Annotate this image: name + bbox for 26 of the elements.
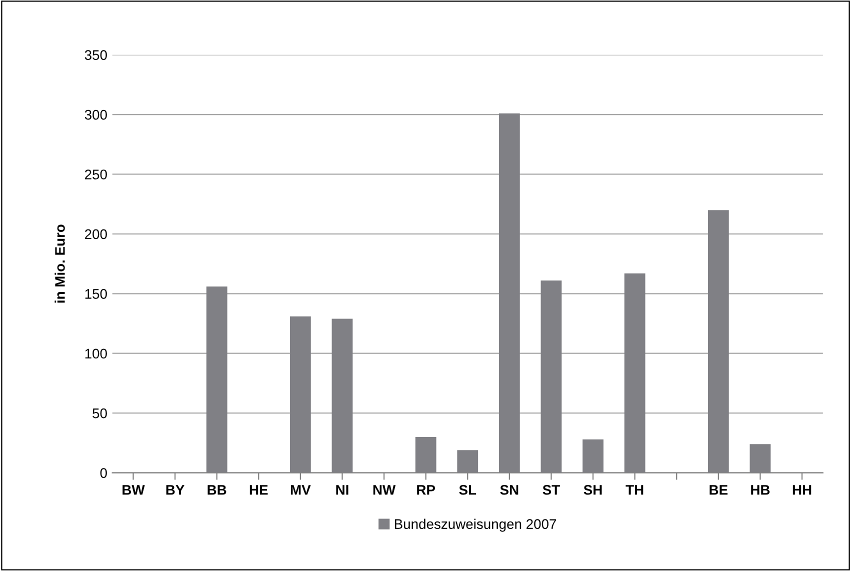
- y-tick-label: 300: [84, 110, 107, 120]
- y-tick-label: 0: [100, 468, 107, 478]
- x-tick-label: RP: [417, 485, 435, 495]
- x-tick-label: SN: [500, 484, 518, 495]
- y-tick-label: 50: [92, 408, 107, 418]
- x-tick-label: ST: [542, 484, 560, 495]
- y-tick-label: 250: [85, 170, 107, 180]
- legend-label: Bundeszuweisungen 2007: [394, 518, 556, 532]
- x-tick-label: HB: [751, 485, 770, 495]
- y-tick-label: 150: [85, 288, 107, 299]
- x-tick-label: BB: [208, 485, 226, 495]
- x-tick-label: HE: [250, 485, 268, 495]
- x-tick-label: NI: [336, 485, 348, 495]
- y-axis-title: in Mio. Euro: [54, 224, 65, 303]
- y-tick-label: 350: [84, 50, 107, 60]
- y-tick-label: 200: [85, 229, 107, 240]
- x-tick-label: BE: [710, 485, 728, 495]
- x-tick-label: HH: [792, 485, 812, 495]
- x-tick-label: SH: [584, 484, 602, 495]
- x-tick-label: NW: [373, 485, 396, 495]
- x-tick-label: SL: [459, 484, 476, 495]
- x-tick-label: BW: [122, 485, 145, 495]
- x-tick-label: TH: [626, 485, 644, 495]
- y-tick-label: 100: [85, 348, 107, 359]
- x-tick-label: BY: [166, 485, 184, 495]
- x-tick-label: MV: [290, 485, 311, 495]
